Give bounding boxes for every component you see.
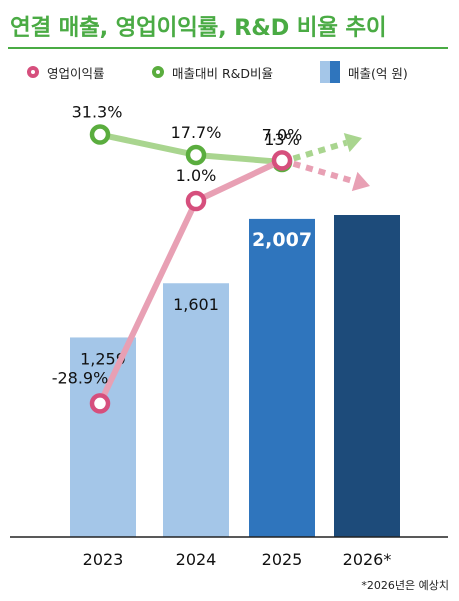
forecast-footnote: *2026년은 예상치: [361, 579, 449, 592]
bar-2025: [249, 218, 315, 537]
bar-2023: [70, 337, 136, 537]
operating-margin-point-2023: [89, 393, 111, 414]
operating-margin-value-label-2023: -28.9%: [52, 368, 109, 387]
bar-value-label-2023: 1,259: [80, 349, 126, 368]
legend-label-sales: 매출(억 원): [348, 65, 408, 81]
chart-legend: 영업이익률 매출대비 R&D비율 매출(억 원): [0, 58, 459, 86]
page-title: 연결 매출, 영업이익률, R&D 비율 추이: [10, 15, 387, 41]
bar-2026*: [334, 215, 400, 537]
pink-ring-marker-icon: [27, 66, 39, 78]
operating-margin-point-2025: [271, 150, 293, 171]
x-tick-label-2025: 2025: [262, 550, 303, 569]
legend-item-sales: 매출(억 원): [320, 58, 408, 86]
x-tick-label-2026*: 2026*: [343, 550, 392, 569]
title-divider: [8, 47, 448, 49]
bar-value-label-2025: 2,007: [252, 229, 312, 251]
legend-label-rnd-ratio: 매출대비 R&D비율: [172, 65, 274, 81]
bar-2024: [163, 283, 229, 537]
rnd-ratio-value-label-2024: 17.7%: [171, 123, 222, 142]
x-tick-label-2024: 2024: [176, 550, 217, 569]
operating-margin-value-label-2024: 1.0%: [176, 166, 217, 185]
operating-margin-value-label-2025: 7.0%: [262, 125, 303, 144]
rnd-ratio-point-2024: [185, 144, 207, 166]
rnd-ratio-value-label-2025: 13%: [264, 130, 300, 149]
legend-item-rnd-ratio: 매출대비 R&D비율: [152, 58, 273, 86]
rnd-ratio-point-2023: [89, 124, 111, 145]
operating-margin-point-2024: [185, 190, 207, 212]
legend-item-operating-margin: 영업이익률: [27, 58, 105, 86]
green-ring-marker-icon: [152, 66, 164, 78]
operating-margin-forecast-arrowhead: [351, 171, 370, 192]
x-tick-label-2023: 2023: [83, 550, 124, 569]
bar-swatch-icon: [320, 61, 340, 83]
operating-margin-forecast-dash: [292, 160, 356, 185]
rnd-ratio-forecast-dash: [292, 139, 348, 162]
rnd-ratio-forecast-arrowhead: [343, 133, 362, 153]
rnd-ratio-value-label-2023: 31.3%: [72, 103, 123, 122]
bar-value-label-2024: 1,601: [173, 295, 219, 314]
legend-label-operating-margin: 영업이익률: [47, 65, 105, 81]
